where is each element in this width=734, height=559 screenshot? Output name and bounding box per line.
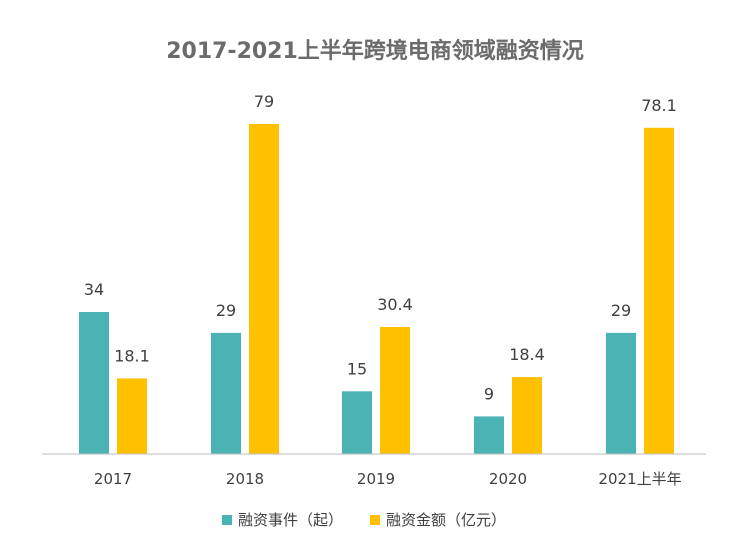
legend-label-events: 融资事件（起） (238, 511, 343, 529)
x-tick-labels-group: 2017 2018 2019 2020 2021上半年 (94, 470, 682, 488)
legend-swatch-events (222, 515, 232, 525)
bar-amount-2 (380, 327, 410, 454)
chart-title: 2017-2021上半年跨境电商领域融资情况 (166, 38, 584, 64)
data-label-events-2: 15 (347, 359, 367, 378)
bar-amount-4 (644, 127, 674, 455)
x-tick-label-3: 2020 (489, 470, 527, 488)
bar-events-2 (342, 391, 372, 454)
data-label-amount-2: 30.4 (377, 295, 413, 314)
legend-label-amount: 融资金额（亿元） (386, 511, 506, 529)
x-tick-label-2: 2019 (357, 470, 395, 488)
bar-amount-0 (117, 378, 147, 454)
x-tick-label-4: 2021上半年 (598, 470, 681, 488)
x-tick-label-0: 2017 (94, 470, 132, 488)
data-label-events-0: 34 (84, 280, 104, 299)
data-label-amount-3: 18.4 (509, 345, 545, 364)
legend-swatch-amount (370, 515, 380, 525)
x-tick-label-1: 2018 (226, 470, 264, 488)
bar-events-3 (474, 416, 504, 454)
data-label-events-1: 29 (216, 301, 236, 320)
data-label-amount-1: 79 (254, 92, 274, 111)
bar-amount-1 (249, 124, 279, 454)
data-label-events-4: 29 (611, 301, 631, 320)
bar-events-1 (211, 332, 241, 454)
data-label-amount-4: 78.1 (641, 96, 677, 115)
bar-events-4 (606, 332, 636, 454)
data-label-amount-0: 18.1 (114, 346, 150, 365)
value-labels-group: 34 18.1 29 79 15 30.4 9 18.4 29 78.1 (84, 92, 677, 403)
data-label-events-3: 9 (484, 384, 494, 403)
bar-amount-3 (512, 377, 542, 454)
bars-group (79, 124, 674, 455)
legend: 融资事件（起） 融资金额（亿元） (222, 511, 506, 529)
bar-events-0 (79, 312, 109, 454)
